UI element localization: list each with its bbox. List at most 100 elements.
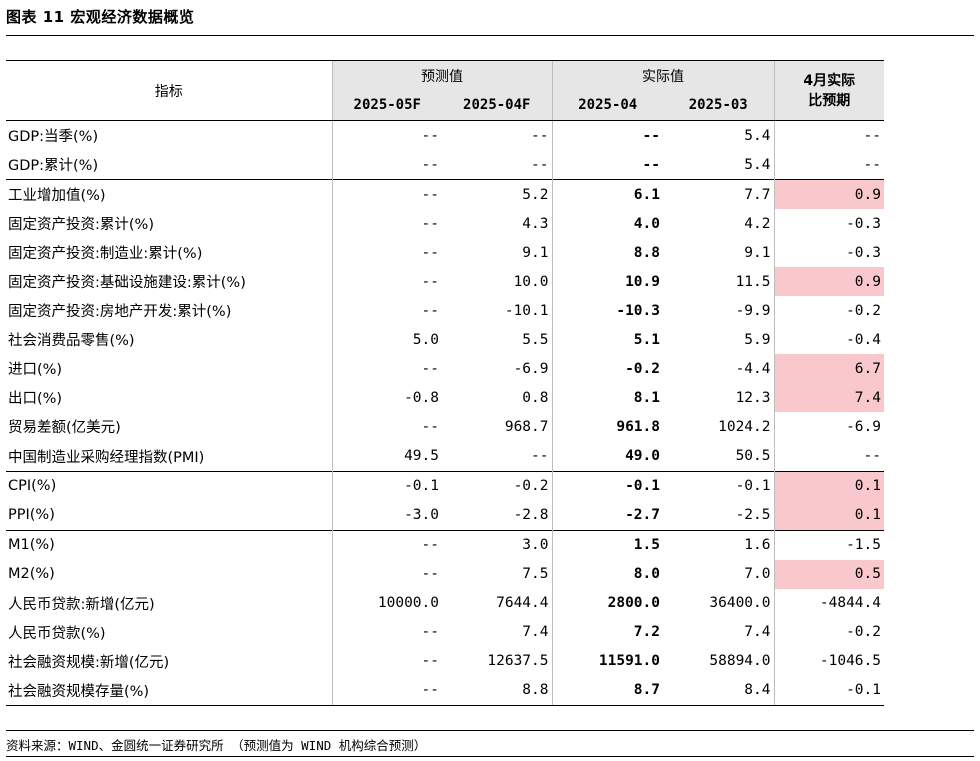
cell-forecast-2025-05f: 5.0 <box>331 325 442 355</box>
cell-forecast-2025-05f: -- <box>331 354 442 384</box>
cell-forecast-2025-05f: -- <box>331 646 442 676</box>
table-row: 固定资产投资:基础设施建设:累计(%) -- 10.0 10.9 11.5 0.9 <box>6 267 884 297</box>
cell-forecast-2025-05f: -- <box>331 238 442 268</box>
cell-forecast-2025-04f: 0.8 <box>522 389 549 406</box>
cell-actual-2025-04: 8.8 <box>551 238 663 268</box>
table-row: M1(%) -- 3.0 1.5 1.6 -1.5 <box>6 529 884 560</box>
cell-forecast-2025-04f: 5.2 <box>442 179 552 210</box>
table-body: GDP:当季(%) -- -- -- 5.4 -- GDP:累计(%) -- -- -- 5.4 --… <box>6 120 884 706</box>
footer-rule-top <box>6 730 974 731</box>
header-col-2025-03: 2025-03 <box>663 90 774 121</box>
cell-actual-2025-04: 5.1 <box>551 325 663 355</box>
figure-title: 图表 11 宏观经济数据概览 <box>6 8 195 26</box>
cell-actual-vs-forecast: 0.5 <box>773 559 884 589</box>
table-row: 出口(%) -0.8 0.8 8.1 12.3 7.4 <box>6 383 884 413</box>
row-name: 固定资产投资:房地产开发:累计(%) <box>8 304 232 321</box>
footer-rule-bottom <box>6 756 974 757</box>
cell-actual-2025-04: 49.0 <box>551 441 663 472</box>
cell-actual-2025-03: 4.2 <box>744 215 771 232</box>
cell-actual-2025-04: 1.5 <box>551 529 663 560</box>
header-indicator: 指标 <box>6 60 332 121</box>
cell-actual-2025-04: -0.2 <box>551 354 663 384</box>
row-name: 贸易差额(亿美元) <box>8 420 121 437</box>
cell-forecast-2025-04f: 3.0 <box>442 529 552 560</box>
header-col-2025-04: 2025-04 <box>551 90 663 121</box>
cell-actual-vs-forecast: 0.9 <box>773 179 884 210</box>
cell-actual-2025-04: 7.2 <box>551 617 663 647</box>
cell-actual-2025-04: -- <box>551 120 663 151</box>
cell-forecast-2025-04f: 12637.5 <box>487 653 549 670</box>
cell-forecast-2025-04f: 7.5 <box>522 566 549 583</box>
cell-actual-vs-forecast: -1046.5 <box>773 646 884 676</box>
cell-actual-2025-03: 9.1 <box>744 244 771 261</box>
cell-actual-vs-forecast: -0.3 <box>773 209 884 239</box>
header-col-2025-04f: 2025-04F <box>442 90 552 121</box>
cell-forecast-2025-05f: -- <box>331 296 442 326</box>
cell-forecast-2025-04f: -6.9 <box>513 360 549 377</box>
cell-forecast-2025-05f: -- <box>331 267 442 297</box>
cell-forecast-2025-04f: 9.1 <box>522 244 549 261</box>
row-name: GDP:累计(%) <box>8 158 99 175</box>
cell-forecast-2025-05f: -- <box>331 179 442 210</box>
cell-forecast-2025-04f: 10.0 <box>513 273 549 290</box>
cell-actual-2025-03: 36400.0 <box>709 595 771 612</box>
table-row: 社会消费品零售(%) 5.0 5.5 5.1 5.9 -0.4 <box>6 325 884 355</box>
cell-actual-vs-forecast: -0.2 <box>773 296 884 326</box>
cell-actual-vs-forecast: 7.4 <box>773 383 884 413</box>
cell-actual-vs-forecast: 0.9 <box>773 267 884 297</box>
cell-forecast-2025-05f: 10000.0 <box>331 588 442 618</box>
table-row: 固定资产投资:制造业:累计(%) -- 9.1 8.8 9.1 -0.3 <box>6 238 884 268</box>
cell-forecast-2025-05f: 49.5 <box>331 441 442 472</box>
cell-actual-vs-forecast: -0.4 <box>773 325 884 355</box>
row-name: 人民币贷款(%) <box>8 625 106 642</box>
cell-forecast-2025-05f: -0.8 <box>331 383 442 413</box>
cell-forecast-2025-05f: -- <box>331 559 442 589</box>
header-forecast-group: 预测值 <box>331 60 552 90</box>
cell-actual-2025-03: -2.5 <box>735 507 771 524</box>
table-row: 工业增加值(%) -- 5.2 6.1 7.7 0.9 <box>6 179 884 210</box>
cell-actual-2025-04: -10.3 <box>551 296 663 326</box>
cell-actual-vs-forecast: -4844.4 <box>773 588 884 618</box>
row-name: 中国制造业采购经理指数(PMI) <box>8 449 205 466</box>
table-row: GDP:当季(%) -- -- -- 5.4 -- <box>6 120 884 151</box>
cell-actual-2025-04: 961.8 <box>551 412 663 442</box>
table-row: CPI(%) -0.1 -0.2 -0.1 -0.1 0.1 <box>6 470 884 501</box>
cell-actual-2025-04: 10.9 <box>551 267 663 297</box>
cell-actual-2025-03: 50.5 <box>735 448 771 465</box>
cell-actual-2025-04: -- <box>551 150 663 180</box>
cell-forecast-2025-04f: 8.8 <box>442 675 552 706</box>
cell-actual-2025-04: 8.0 <box>551 559 663 589</box>
header-comparison: 4月实际比预期 <box>773 60 884 121</box>
row-name: M2(%) <box>8 566 55 583</box>
cell-forecast-2025-05f: -- <box>331 617 442 647</box>
cell-actual-2025-03: 11.5 <box>735 273 771 290</box>
table-row: 人民币贷款(%) -- 7.4 7.2 7.4 -0.2 <box>6 617 884 647</box>
cell-actual-vs-forecast: -0.1 <box>773 675 884 706</box>
cell-actual-2025-03: 12.3 <box>735 389 771 406</box>
cell-forecast-2025-04f: 7644.4 <box>496 595 549 612</box>
table-row: 进口(%) -- -6.9 -0.2 -4.4 6.7 <box>6 354 884 384</box>
cell-forecast-2025-04f: -- <box>531 127 549 144</box>
row-name: 工业增加值(%) <box>6 179 332 210</box>
cell-actual-2025-04: 2800.0 <box>551 588 663 618</box>
cell-actual-2025-03: 7.0 <box>744 566 771 583</box>
cell-actual-vs-forecast: -- <box>773 150 884 180</box>
row-name: 进口(%) <box>8 362 63 379</box>
macro-data-table: 指标 预测值 实际值 4月实际比预期 2025-05F 2025-04F 202… <box>6 60 884 706</box>
row-name: 人民币贷款:新增(亿元) <box>8 596 155 613</box>
cell-actual-vs-forecast: 0.1 <box>773 470 884 501</box>
table-row: PPI(%) -3.0 -2.8 -2.7 -2.5 0.1 <box>6 500 884 531</box>
header-comparison-text: 4月实际比预期 <box>803 72 856 109</box>
cell-forecast-2025-04f: -2.8 <box>513 507 549 524</box>
header-col-2025-05f: 2025-05F <box>331 90 442 121</box>
row-name: 社会消费品零售(%) <box>8 333 135 350</box>
cell-actual-2025-03: -9.9 <box>735 302 771 319</box>
cell-actual-vs-forecast: -1.5 <box>773 529 884 560</box>
source-note: 资料来源：WIND、金圆统一证券研究所 （预测值为 WIND 机构综合预测） <box>6 738 427 753</box>
cell-actual-vs-forecast: -6.9 <box>773 412 884 442</box>
cell-actual-2025-03: 7.7 <box>663 179 774 210</box>
cell-forecast-2025-04f: 4.3 <box>522 215 549 232</box>
row-name: CPI(%) <box>6 470 332 501</box>
cell-actual-vs-forecast: -- <box>773 441 884 472</box>
cell-actual-2025-04: 6.1 <box>551 179 663 210</box>
